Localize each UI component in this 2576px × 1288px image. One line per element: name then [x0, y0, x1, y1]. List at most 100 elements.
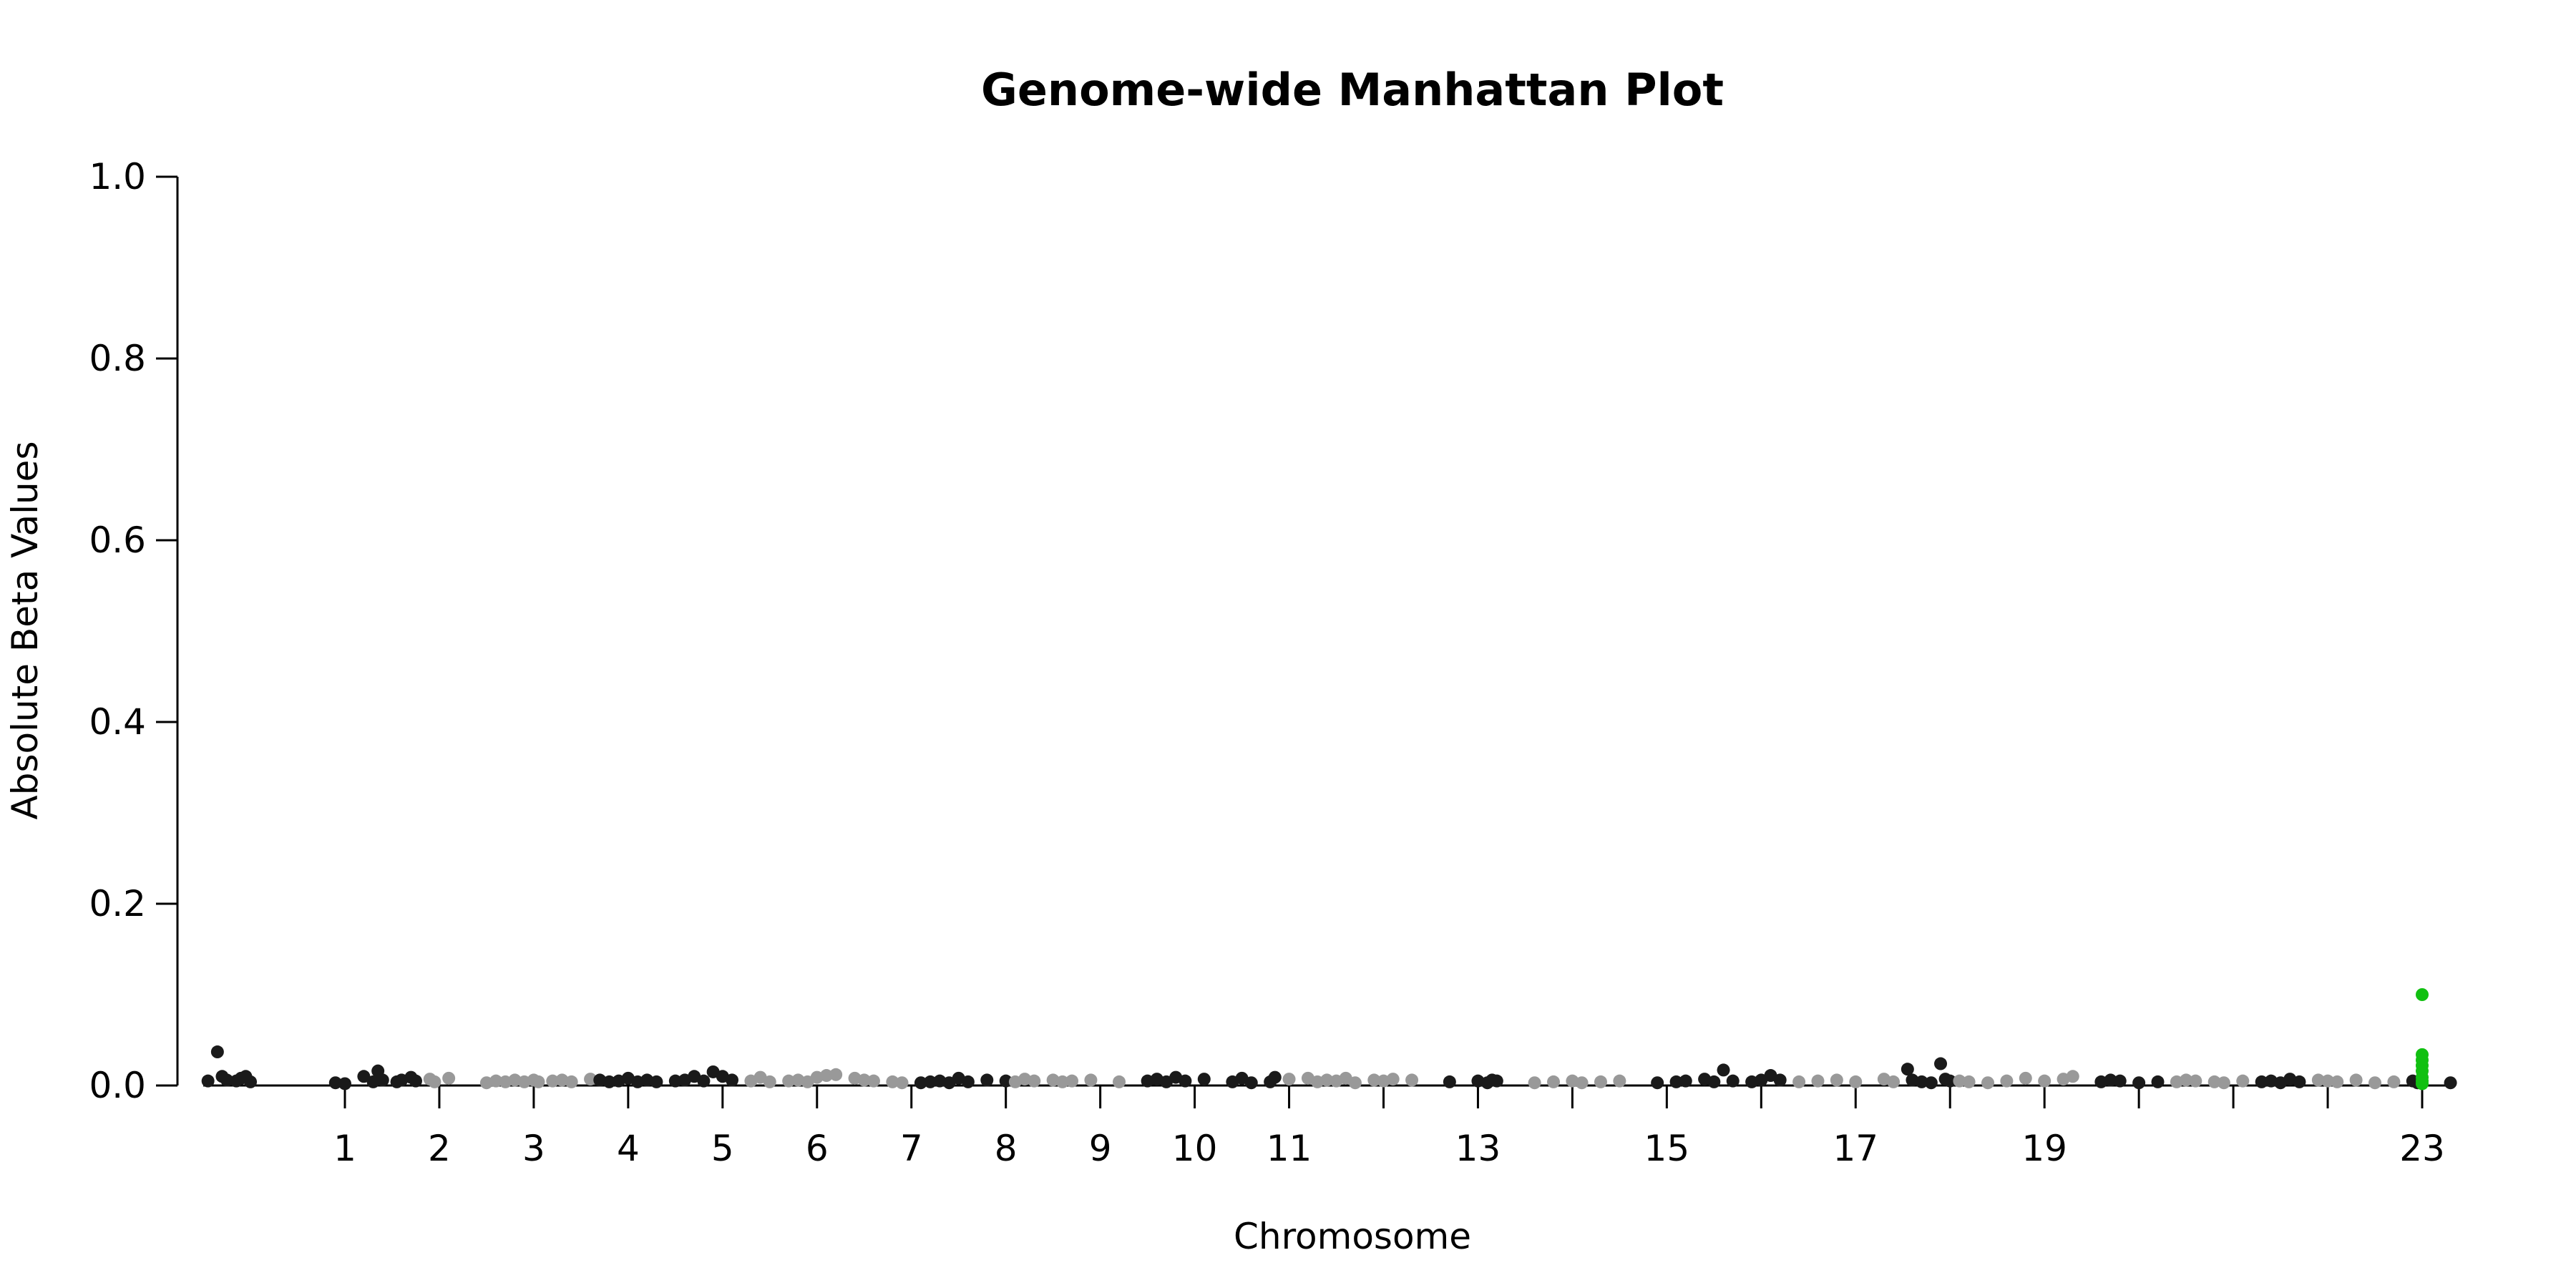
data-point [1953, 1074, 1966, 1088]
data-point [980, 1073, 994, 1087]
data-point [489, 1074, 503, 1088]
data-point [2038, 1074, 2051, 1088]
x-tick-label: 11 [1267, 1128, 1312, 1169]
data-point [2255, 1075, 2268, 1088]
data-point [1320, 1073, 1334, 1087]
x-tick-label: 3 [522, 1128, 545, 1169]
x-tick-label: 23 [2399, 1128, 2445, 1169]
y-tick-label: 0.2 [89, 883, 146, 924]
data-point [961, 1075, 975, 1088]
data-point [2180, 1073, 2193, 1087]
data-point [1792, 1075, 1806, 1088]
data-point [1811, 1074, 1825, 1088]
data-point [1443, 1075, 1456, 1088]
data-point [650, 1075, 663, 1088]
data-point [2189, 1074, 2202, 1088]
x-tick-label: 15 [1644, 1128, 1690, 1169]
data-point [697, 1074, 711, 1088]
data-point [2311, 1073, 2325, 1087]
data-point [819, 1069, 833, 1083]
data-point [2293, 1075, 2306, 1088]
data-point [201, 1074, 215, 1088]
data-point [1924, 1076, 1938, 1090]
data-point [2368, 1076, 2382, 1090]
data-point [1528, 1076, 1541, 1090]
data-point [2113, 1074, 2127, 1088]
data-point [1113, 1075, 1126, 1088]
data-point [328, 1076, 342, 1090]
x-tick-label: 5 [711, 1128, 734, 1169]
data-point [2331, 1075, 2344, 1088]
data-point [2019, 1071, 2032, 1085]
data-point [1594, 1075, 1607, 1088]
data-point [668, 1074, 682, 1088]
data-point [999, 1074, 1013, 1088]
x-tick-label: 19 [2021, 1128, 2067, 1169]
data-point [1962, 1075, 1976, 1088]
data-point [2236, 1074, 2250, 1088]
data-point [1197, 1073, 1211, 1086]
x-tick-label: 10 [1172, 1128, 1218, 1169]
data-point [338, 1077, 351, 1091]
data-point [1244, 1076, 1258, 1090]
data-point [2000, 1074, 2014, 1088]
data-point [2387, 1075, 2401, 1088]
data-point [1651, 1076, 1664, 1090]
data-point [210, 1045, 224, 1059]
data-point [442, 1071, 456, 1085]
data-point [857, 1073, 871, 1087]
x-tick-label: 13 [1455, 1128, 1501, 1169]
data-point [726, 1073, 739, 1087]
data-point [584, 1073, 597, 1086]
data-point [2066, 1070, 2079, 1083]
data-point [2207, 1075, 2221, 1088]
data-point [1065, 1074, 1079, 1088]
data-point [565, 1075, 578, 1088]
data-point [867, 1074, 880, 1088]
y-tick-label: 1.0 [89, 156, 146, 197]
data-point [532, 1075, 545, 1088]
data-point [1830, 1073, 1843, 1087]
data-point [1773, 1073, 1787, 1087]
data-point [924, 1075, 937, 1088]
data-point [1707, 1075, 1721, 1088]
data-point [1943, 1074, 1957, 1088]
data-point [1849, 1075, 1863, 1088]
x-tick-label: 7 [900, 1128, 923, 1169]
data-point [1547, 1075, 1561, 1088]
data-point [1179, 1074, 1192, 1088]
data-point [546, 1074, 560, 1088]
y-axis-label: Absolute Beta Values [4, 441, 46, 820]
data-point [428, 1075, 441, 1088]
data-point [1679, 1074, 1692, 1088]
data-point [1887, 1075, 1901, 1088]
data-point [2217, 1076, 2230, 1090]
data-point [1915, 1075, 1928, 1088]
x-axis: 1 2 3 4 5 6 7 8 9 10 11 13 15 17 19 23 [203, 1084, 2451, 1169]
data-point [1055, 1075, 1069, 1088]
data-point [2416, 988, 2429, 1001]
y-axis: 0.0 0.2 0.4 0.6 0.8 1.0 [89, 156, 179, 1106]
data-point [220, 1073, 234, 1087]
y-tick-label: 0.4 [89, 701, 146, 743]
data-point [1669, 1075, 1683, 1088]
x-tick-label: 1 [333, 1128, 356, 1169]
data-point [1901, 1063, 1914, 1076]
chart-title: Genome-wide Manhattan Plot [981, 64, 1724, 116]
data-point [376, 1073, 389, 1087]
data-point [782, 1074, 796, 1088]
data-point [2151, 1075, 2165, 1088]
data-point [895, 1076, 909, 1090]
x-axis-label: Chromosome [1234, 1216, 1471, 1257]
data-point [1717, 1063, 1730, 1077]
x-tick-label: 2 [428, 1128, 451, 1169]
data-point [1981, 1076, 1995, 1090]
data-point [1613, 1074, 1626, 1088]
y-tick-label: 0.6 [89, 519, 146, 561]
data-point [1386, 1073, 1400, 1086]
data-point [2416, 1077, 2429, 1091]
data-point [1084, 1073, 1098, 1087]
data-point [1282, 1073, 1296, 1086]
data-point [2444, 1076, 2457, 1090]
